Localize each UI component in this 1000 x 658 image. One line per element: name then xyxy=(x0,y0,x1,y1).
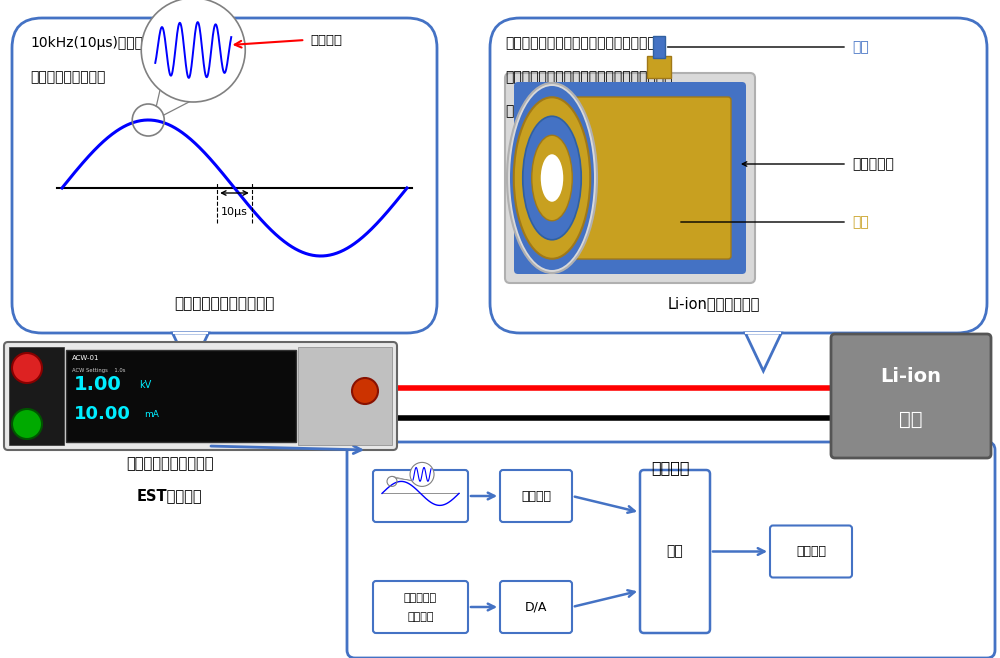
Polygon shape xyxy=(745,333,781,371)
FancyBboxPatch shape xyxy=(4,342,397,450)
FancyBboxPatch shape xyxy=(347,442,995,658)
FancyBboxPatch shape xyxy=(500,470,572,522)
Text: ACW Settings    1.0s: ACW Settings 1.0s xyxy=(72,368,126,373)
Text: 正極: 正極 xyxy=(852,215,869,229)
Bar xyxy=(298,347,392,445)
Ellipse shape xyxy=(514,97,590,259)
Circle shape xyxy=(352,378,378,404)
FancyBboxPatch shape xyxy=(373,470,468,522)
Text: 電池: 電池 xyxy=(899,410,923,429)
Text: 比較: 比較 xyxy=(667,545,683,559)
Ellipse shape xyxy=(541,154,563,202)
Ellipse shape xyxy=(510,86,594,270)
Circle shape xyxy=(141,0,245,102)
FancyBboxPatch shape xyxy=(770,526,852,578)
Ellipse shape xyxy=(507,83,597,273)
Text: ACW-01: ACW-01 xyxy=(72,355,100,361)
FancyBboxPatch shape xyxy=(505,73,755,283)
Text: 検出感度: 検出感度 xyxy=(407,613,434,622)
FancyBboxPatch shape xyxy=(373,581,468,633)
Text: 10μs: 10μs xyxy=(221,207,248,217)
FancyBboxPatch shape xyxy=(12,18,437,333)
Text: kV: kV xyxy=(139,380,151,390)
FancyBboxPatch shape xyxy=(490,18,987,333)
FancyBboxPatch shape xyxy=(500,581,572,633)
Text: Li-ion: Li-ion xyxy=(881,367,942,386)
Text: Li-ion電池内部構造: Li-ion電池内部構造 xyxy=(667,296,760,311)
FancyBboxPatch shape xyxy=(514,82,746,274)
Bar xyxy=(9,347,64,445)
Text: 試験を試験する際、フラッシュオーバー電流: 試験を試験する際、フラッシュオーバー電流 xyxy=(505,70,672,84)
Text: 負極: 負極 xyxy=(852,40,869,54)
Text: フィルタ: フィルタ xyxy=(521,490,551,503)
Circle shape xyxy=(410,463,434,486)
Bar xyxy=(653,36,665,58)
FancyBboxPatch shape xyxy=(640,470,710,633)
Text: ESTシリーズ: ESTシリーズ xyxy=(137,488,203,503)
Bar xyxy=(66,350,296,442)
Text: コンパクト安全試験器: コンパクト安全試験器 xyxy=(126,456,213,471)
Text: フラッシュオーバー電流: フラッシュオーバー電流 xyxy=(174,296,275,311)
Circle shape xyxy=(12,353,42,383)
Text: 発生箇所: 発生箇所 xyxy=(310,34,342,47)
Ellipse shape xyxy=(532,136,572,220)
Text: 10kHz(10μs)以上の高周波電流を: 10kHz(10μs)以上の高周波電流を xyxy=(30,36,193,50)
Text: 1.00: 1.00 xyxy=(74,376,122,394)
Ellipse shape xyxy=(523,116,581,240)
Text: アーク電流とし検出: アーク電流とし検出 xyxy=(30,70,105,84)
Text: 検出回路: 検出回路 xyxy=(652,460,690,475)
Text: アーク電流: アーク電流 xyxy=(404,593,437,603)
Text: マイコン: マイコン xyxy=(796,545,826,558)
Bar xyxy=(647,56,671,78)
Polygon shape xyxy=(173,333,208,371)
Text: mA: mA xyxy=(144,410,159,419)
Text: D/A: D/A xyxy=(525,601,547,613)
Circle shape xyxy=(12,409,42,439)
Text: 電極やセパレータなどの絶縁部へ耕電圧: 電極やセパレータなどの絶縁部へ耕電圧 xyxy=(505,36,656,50)
FancyBboxPatch shape xyxy=(831,334,991,458)
Text: が流れないか？: が流れないか？ xyxy=(505,104,564,118)
Text: セパレータ: セパレータ xyxy=(852,157,894,171)
Text: 10.00: 10.00 xyxy=(74,405,131,423)
FancyBboxPatch shape xyxy=(529,97,731,259)
